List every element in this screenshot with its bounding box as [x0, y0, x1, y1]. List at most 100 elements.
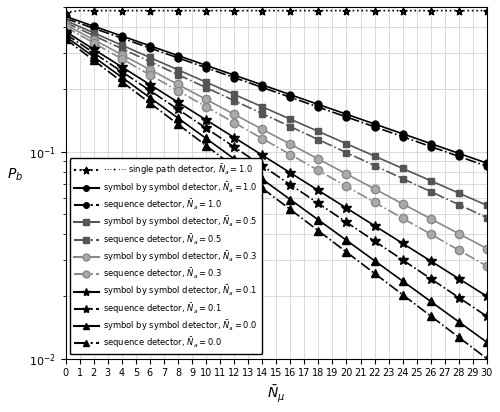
sequence detector, $\bar{N}_a = 0.1$	[358, 229, 364, 234]
symbol by symbol detector, $\bar{N}_a = 1.0$	[231, 73, 237, 77]
sequence detector, $\bar{N}_a = 1.0$	[105, 31, 111, 36]
sequence detector, $\bar{N}_a = 0.5$	[62, 20, 68, 25]
symbol by symbol detector, $\bar{N}_a = 0.1$	[133, 73, 139, 78]
sequence detector, $\bar{N}_a = 0.5$	[189, 79, 195, 84]
sequence detector, $\bar{N}_a = 1.0$	[358, 119, 364, 124]
symbol by symbol detector, $\bar{N}_a = 0.0$	[316, 218, 322, 222]
symbol by symbol detector, $\bar{N}_a = 1.0$	[428, 141, 434, 146]
symbol by symbol detector, $\bar{N}_a = 1.0$	[189, 58, 195, 63]
symbol by symbol detector, $\bar{N}_a = 0.5$	[133, 49, 139, 54]
sequence detector, $\bar{N}_a = 0.1$	[90, 50, 96, 55]
symbol by symbol detector, $\bar{N}_a = 1.0$	[274, 87, 280, 92]
symbol by symbol detector, $\bar{N}_a = 0.5$	[259, 104, 265, 109]
sequence detector, $\bar{N}_a = 0.1$	[456, 295, 462, 300]
sequence detector, $\bar{N}_a = 0.3$	[147, 73, 153, 77]
symbol by symbol detector, $\bar{N}_a = 0.3$	[274, 134, 280, 139]
symbol by symbol detector, $\bar{N}_a = 0.0$	[147, 95, 153, 100]
sequence detector, $\bar{N}_a = 0.3$	[105, 49, 111, 54]
sequence detector, $\bar{N}_a = 0.5$	[161, 66, 167, 70]
sequence detector, $\bar{N}_a = 0.0$	[175, 122, 181, 127]
symbol by symbol detector, $\bar{N}_a = 0.1$	[231, 135, 237, 140]
symbol by symbol detector, $\bar{N}_a = 1.0$	[133, 38, 139, 43]
single path detector, $\bar{N}_a = 1.0$	[288, 8, 294, 13]
symbol by symbol detector, $\bar{N}_a = 0.0$	[231, 156, 237, 161]
sequence detector, $\bar{N}_a = 1.0$	[161, 50, 167, 55]
symbol by symbol detector, $\bar{N}_a = 1.0$	[302, 97, 308, 102]
Line: sequence detector, $\bar{N}_a = 0.0$: sequence detector, $\bar{N}_a = 0.0$	[62, 35, 491, 363]
sequence detector, $\bar{N}_a = 1.0$	[484, 164, 490, 169]
symbol by symbol detector, $\bar{N}_a = 0.1$	[274, 162, 280, 166]
sequence detector, $\bar{N}_a = 0.3$	[372, 200, 378, 205]
sequence detector, $\bar{N}_a = 0.0$	[274, 197, 280, 201]
sequence detector, $\bar{N}_a = 0.5$	[442, 196, 448, 201]
single path detector, $\bar{N}_a = 1.0$	[358, 8, 364, 13]
symbol by symbol detector, $\bar{N}_a = 0.3$	[386, 194, 392, 199]
symbol by symbol detector, $\bar{N}_a = 0.5$	[414, 172, 420, 177]
sequence detector, $\bar{N}_a = 1.0$	[302, 100, 308, 105]
symbol by symbol detector, $\bar{N}_a = 0.1$	[189, 108, 195, 113]
symbol by symbol detector, $\bar{N}_a = 1.0$	[470, 156, 476, 161]
sequence detector, $\bar{N}_a = 1.0$	[133, 41, 139, 46]
single path detector, $\bar{N}_a = 1.0$	[316, 8, 322, 13]
sequence detector, $\bar{N}_a = 1.0$	[119, 36, 125, 41]
Line: symbol by symbol detector, $\bar{N}_a = 0.0$: symbol by symbol detector, $\bar{N}_a = …	[62, 32, 491, 346]
Line: sequence detector, $\bar{N}_a = 0.5$: sequence detector, $\bar{N}_a = 0.5$	[62, 19, 490, 221]
symbol by symbol detector, $\bar{N}_a = 0.1$	[344, 206, 349, 211]
sequence detector, $\bar{N}_a = 0.3$	[203, 104, 209, 109]
symbol by symbol detector, $\bar{N}_a = 1.0$	[400, 131, 406, 136]
single path detector, $\bar{N}_a = 1.0$	[372, 8, 378, 13]
single path detector, $\bar{N}_a = 1.0$	[133, 8, 139, 13]
sequence detector, $\bar{N}_a = 1.0$	[175, 55, 181, 60]
symbol by symbol detector, $\bar{N}_a = 0.3$	[428, 216, 434, 221]
sequence detector, $\bar{N}_a = 0.0$	[456, 335, 462, 340]
sequence detector, $\bar{N}_a = 0.0$	[344, 250, 349, 255]
symbol by symbol detector, $\bar{N}_a = 0.3$	[175, 82, 181, 87]
symbol by symbol detector, $\bar{N}_a = 1.0$	[456, 151, 462, 156]
symbol by symbol detector, $\bar{N}_a = 0.0$	[330, 228, 336, 233]
symbol by symbol detector, $\bar{N}_a = 0.5$	[231, 92, 237, 97]
sequence detector, $\bar{N}_a = 0.5$	[217, 91, 223, 96]
sequence detector, $\bar{N}_a = 0.0$	[217, 154, 223, 159]
symbol by symbol detector, $\bar{N}_a = 0.1$	[259, 153, 265, 158]
sequence detector, $\bar{N}_a = 0.5$	[400, 176, 406, 181]
sequence detector, $\bar{N}_a = 0.0$	[133, 90, 139, 95]
symbol by symbol detector, $\bar{N}_a = 0.3$	[245, 119, 251, 124]
symbol by symbol detector, $\bar{N}_a = 0.0$	[175, 115, 181, 120]
Legend: $\cdots\!\star\!\cdots$ single path detector, $\bar{N}_a = 1.0$, symbol by symbo: $\cdots\!\star\!\cdots$ single path dete…	[70, 159, 262, 354]
Line: symbol by symbol detector, $\bar{N}_a = 0.5$: symbol by symbol detector, $\bar{N}_a = …	[62, 17, 490, 209]
symbol by symbol detector, $\bar{N}_a = 1.0$	[90, 24, 96, 29]
symbol by symbol detector, $\bar{N}_a = 0.1$	[358, 214, 364, 219]
sequence detector, $\bar{N}_a = 0.0$	[414, 303, 420, 308]
sequence detector, $\bar{N}_a = 0.1$	[344, 220, 349, 225]
sequence detector, $\bar{N}_a = 0.1$	[245, 154, 251, 159]
sequence detector, $\bar{N}_a = 0.5$	[470, 208, 476, 213]
symbol by symbol detector, $\bar{N}_a = 0.0$	[344, 238, 349, 243]
sequence detector, $\bar{N}_a = 0.0$	[330, 239, 336, 244]
sequence detector, $\bar{N}_a = 0.1$	[217, 135, 223, 140]
sequence detector, $\bar{N}_a = 0.3$	[316, 168, 322, 173]
sequence detector, $\bar{N}_a = 0.0$	[76, 47, 82, 52]
sequence detector, $\bar{N}_a = 0.5$	[76, 27, 82, 32]
sequence detector, $\bar{N}_a = 0.3$	[330, 176, 336, 181]
symbol by symbol detector, $\bar{N}_a = 0.5$	[217, 86, 223, 91]
sequence detector, $\bar{N}_a = 0.1$	[330, 211, 336, 215]
symbol by symbol detector, $\bar{N}_a = 0.1$	[245, 144, 251, 149]
sequence detector, $\bar{N}_a = 0.1$	[119, 69, 125, 74]
single path detector, $\bar{N}_a = 1.0$	[231, 8, 237, 13]
symbol by symbol detector, $\bar{N}_a = 0.0$	[259, 177, 265, 182]
single path detector, $\bar{N}_a = 1.0$	[428, 8, 434, 13]
single path detector, $\bar{N}_a = 1.0$	[274, 8, 280, 13]
sequence detector, $\bar{N}_a = 0.3$	[442, 240, 448, 245]
sequence detector, $\bar{N}_a = 0.0$	[484, 356, 490, 361]
Line: sequence detector, $\bar{N}_a = 1.0$: sequence detector, $\bar{N}_a = 1.0$	[62, 15, 490, 170]
symbol by symbol detector, $\bar{N}_a = 0.3$	[414, 209, 420, 214]
symbol by symbol detector, $\bar{N}_a = 0.5$	[90, 30, 96, 35]
symbol by symbol detector, $\bar{N}_a = 0.0$	[484, 340, 490, 345]
symbol by symbol detector, $\bar{N}_a = 0.5$	[456, 191, 462, 196]
sequence detector, $\bar{N}_a = 0.1$	[400, 258, 406, 262]
symbol by symbol detector, $\bar{N}_a = 0.5$	[316, 129, 322, 134]
symbol by symbol detector, $\bar{N}_a = 0.0$	[302, 207, 308, 212]
sequence detector, $\bar{N}_a = 0.1$	[302, 192, 308, 197]
symbol by symbol detector, $\bar{N}_a = 0.1$	[456, 276, 462, 281]
sequence detector, $\bar{N}_a = 0.0$	[62, 37, 68, 42]
